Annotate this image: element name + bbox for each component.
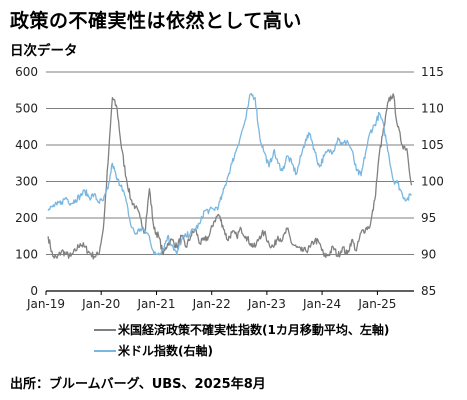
series-line-epu bbox=[47, 93, 413, 260]
y-left-tick-label: 600 bbox=[15, 65, 38, 79]
x-tick-label: Jan-24 bbox=[302, 297, 341, 311]
x-tick-label: Jan-25 bbox=[357, 297, 396, 311]
y-left-tick-label: 100 bbox=[15, 248, 38, 262]
legend-label-usd: 米ドル指数(右軸) bbox=[118, 344, 213, 358]
legend-item-epu: 米国経済政策不確実性指数(1カ月移動平均、左軸) bbox=[94, 321, 389, 338]
x-tick-label: Jan-23 bbox=[247, 297, 286, 311]
x-tick-label: Jan-21 bbox=[136, 297, 175, 311]
legend-label-epu: 米国経済政策不確実性指数(1カ月移動平均、左軸) bbox=[118, 323, 390, 337]
page-title: 政策の不確実性は依然として高い bbox=[10, 10, 302, 32]
y-right-tick-label: 85 bbox=[421, 284, 436, 298]
x-tick-label: Jan-22 bbox=[192, 297, 231, 311]
chart-subtitle: 日次データ bbox=[10, 43, 78, 59]
y-left-tick-label: 200 bbox=[15, 211, 38, 225]
x-tick-label: Jan-19 bbox=[26, 297, 65, 311]
y-left-tick-label: 300 bbox=[15, 175, 38, 189]
x-tick-label: Jan-20 bbox=[81, 297, 120, 311]
y-right-tick-label: 105 bbox=[421, 138, 444, 152]
y-right-tick-label: 90 bbox=[421, 248, 436, 262]
y-left-tick-label: 500 bbox=[15, 102, 38, 116]
y-left-tick-label: 400 bbox=[15, 138, 38, 152]
y-right-tick-label: 100 bbox=[421, 175, 444, 189]
source-note: 出所：ブルームバーグ、UBS、2025年8月 bbox=[10, 377, 266, 392]
legend-item-usd: 米ドル指数(右軸) bbox=[94, 342, 213, 359]
y-left-tick-label: 0 bbox=[30, 284, 38, 298]
legend-swatch-epu bbox=[94, 328, 116, 331]
legend-swatch-usd bbox=[94, 349, 116, 352]
series-line-usd bbox=[47, 92, 412, 256]
y-right-tick-label: 115 bbox=[421, 65, 444, 79]
y-right-tick-label: 95 bbox=[421, 211, 436, 225]
y-right-tick-label: 110 bbox=[421, 102, 444, 116]
